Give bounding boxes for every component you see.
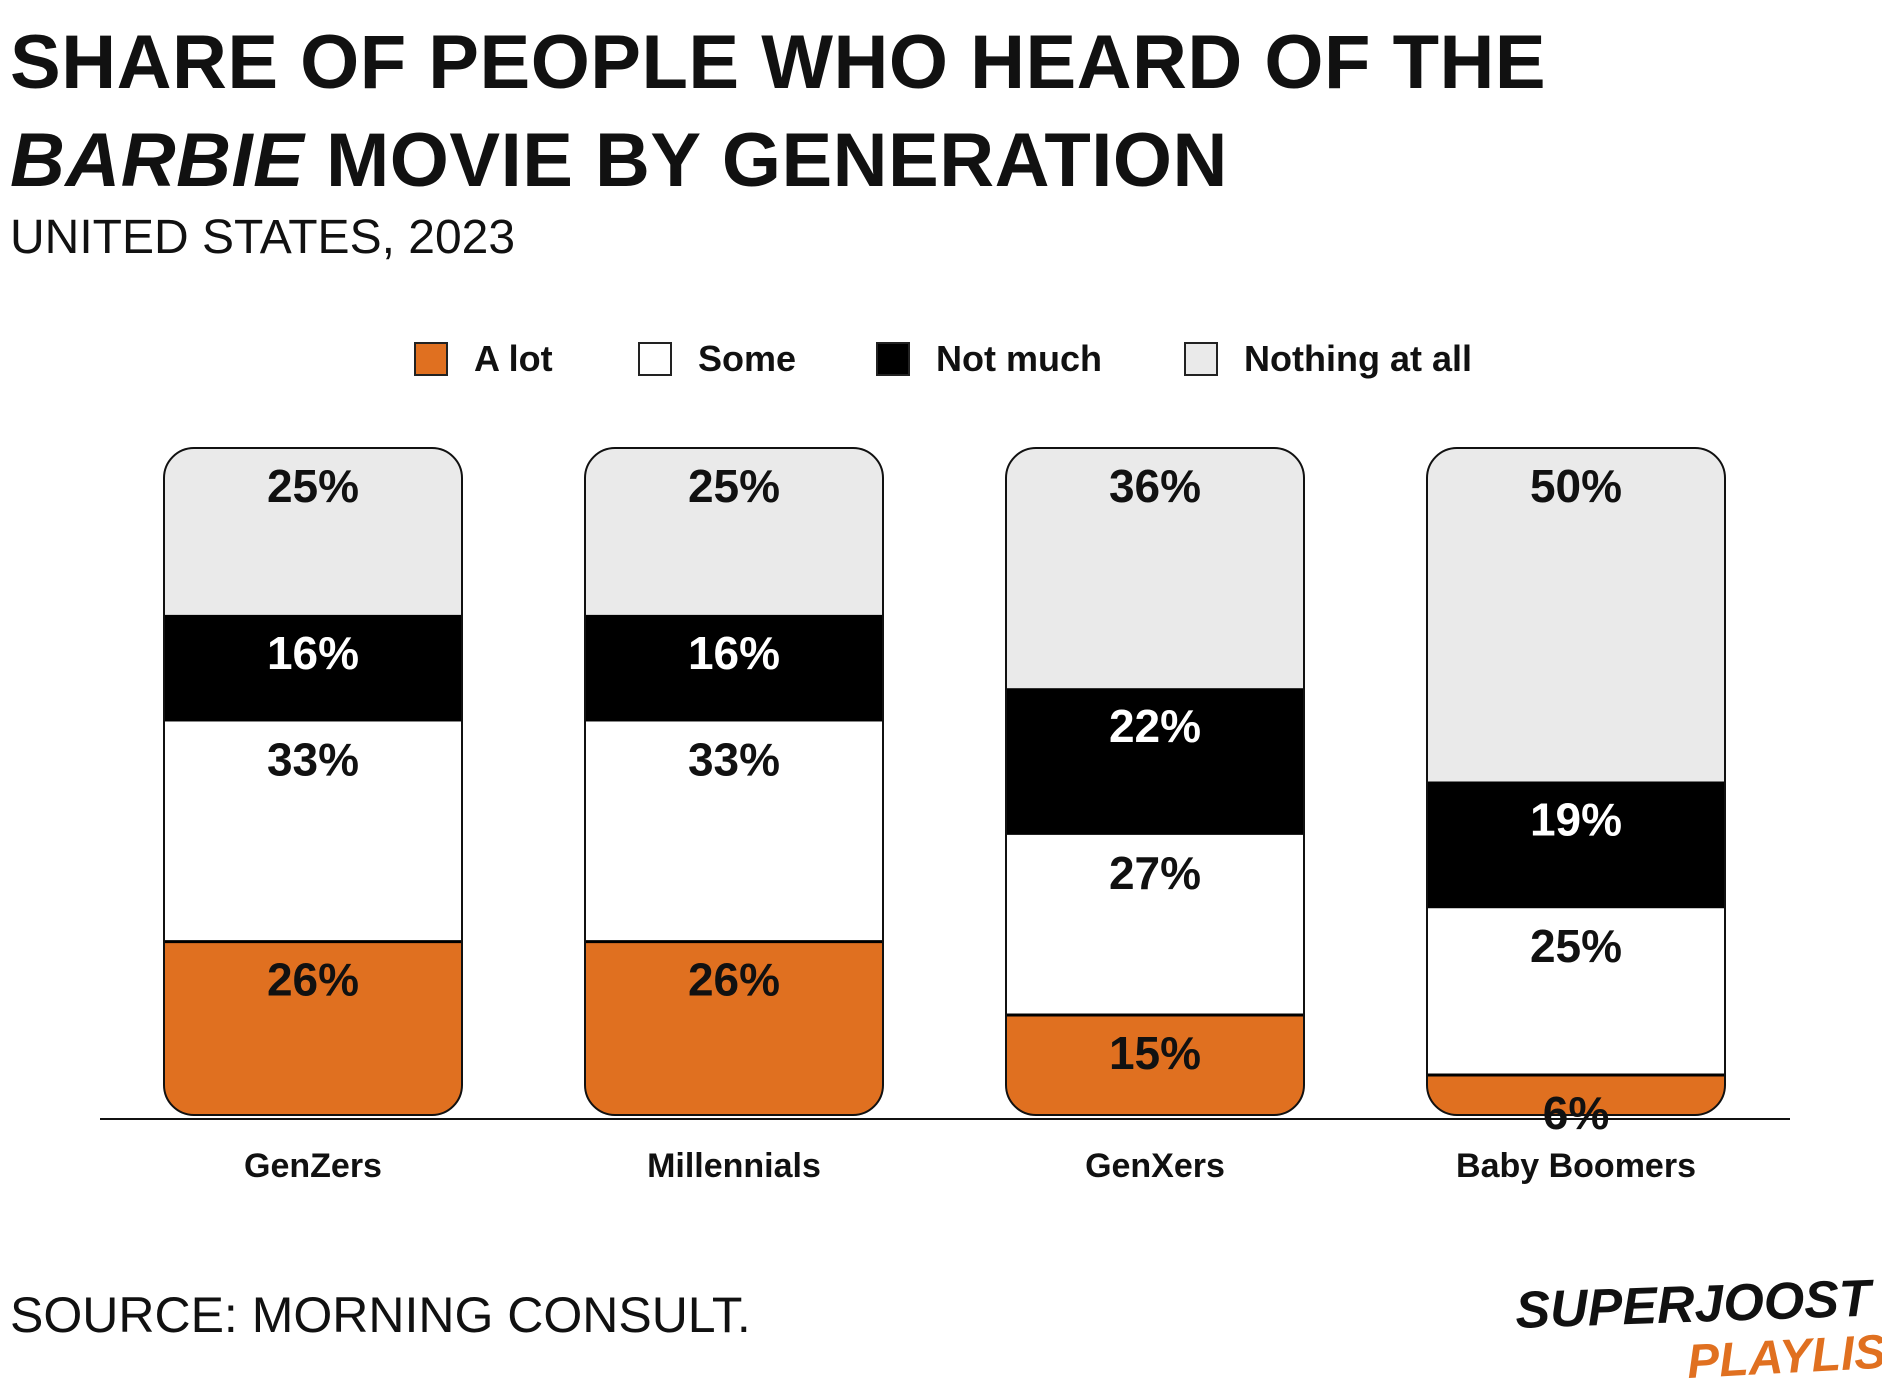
superjoost-playlist-logo: SUPERJOOST PLAYLIST <box>1514 1270 1882 1389</box>
segment-genxers-not-much <box>1006 688 1304 835</box>
bar-outline-genxers <box>1005 447 1305 1116</box>
segment-genxers-a-lot <box>1006 1014 1304 1115</box>
segment-baby-boomers-nothing-at-all <box>1427 448 1725 782</box>
legend-item-nothing-at-all: Nothing at all <box>1184 334 1472 384</box>
legend-swatch-not-much <box>876 342 910 376</box>
legend-label-nothing-at-all: Nothing at all <box>1244 338 1472 379</box>
segment-millennials-not-much <box>585 614 883 722</box>
bar-genzers <box>164 448 462 1115</box>
segment-baby-boomers-not-much <box>1427 781 1725 909</box>
value-label-genzers-nothing-at-all: 25% <box>267 460 359 512</box>
value-label-genzers-some: 33% <box>267 733 359 785</box>
bar-outline-baby-boomers <box>1426 447 1726 1116</box>
category-label-millennials: Millennials <box>647 1147 821 1185</box>
segment-genxers-some <box>1006 834 1304 1015</box>
value-label-baby-boomers-nothing-at-all: 50% <box>1530 460 1622 512</box>
segment-baby-boomers-some <box>1427 908 1725 1075</box>
bar-millennials <box>585 448 883 1115</box>
legend-item-some: Some <box>638 334 796 384</box>
logo-text-playlist: PLAYLIST <box>1686 1324 1882 1389</box>
value-label-genxers-a-lot: 15% <box>1109 1027 1201 1079</box>
title-part-2: MOVIE BY GENERATION <box>304 118 1228 203</box>
value-label-genxers-not-much: 22% <box>1109 700 1201 752</box>
bar-outline-genzers <box>163 447 463 1116</box>
legend-label-not-much: Not much <box>936 338 1102 379</box>
value-label-genxers-some: 27% <box>1109 847 1201 899</box>
stacked-bar-chart: 26% 33% 16% 25% GenZers 26% 33% 16% 25% Millennia… <box>100 447 1790 1185</box>
value-label-millennials-some: 33% <box>688 733 780 785</box>
logo-text-superjoost: SUPERJOOST <box>1514 1270 1875 1340</box>
legend: A lot Some Not much Nothing at all <box>0 334 1884 384</box>
segment-genzers-nothing-at-all <box>164 448 462 615</box>
value-label-baby-boomers-a-lot: 6% <box>1543 1087 1609 1139</box>
segment-genzers-some <box>164 721 462 942</box>
bar-genxers <box>1006 448 1304 1115</box>
legend-label-a-lot: A lot <box>474 338 553 379</box>
legend-item-not-much: Not much <box>876 334 1102 384</box>
value-label-millennials-nothing-at-all: 25% <box>688 460 780 512</box>
value-label-baby-boomers-some: 25% <box>1530 920 1622 972</box>
segment-millennials-a-lot <box>585 941 883 1115</box>
title-part-1: SHARE OF PEOPLE WHO HEARD OF THE <box>10 20 1547 105</box>
value-label-millennials-not-much: 16% <box>688 627 780 679</box>
legend-swatch-nothing-at-all <box>1184 342 1218 376</box>
value-label-genzers-not-much: 16% <box>267 627 359 679</box>
category-label-genzers: GenZers <box>244 1147 382 1185</box>
value-label-genxers-nothing-at-all: 36% <box>1109 460 1201 512</box>
category-label-baby-boomers: Baby Boomers <box>1456 1147 1696 1185</box>
value-label-genzers-a-lot: 26% <box>267 954 359 1006</box>
segment-millennials-some <box>585 721 883 942</box>
segment-genxers-nothing-at-all <box>1006 448 1304 689</box>
segment-millennials-nothing-at-all <box>585 448 883 615</box>
legend-label-some: Some <box>698 338 797 379</box>
value-label-millennials-a-lot: 26% <box>688 954 780 1006</box>
legend-item-a-lot: A lot <box>414 334 553 384</box>
legend-swatch-some <box>638 342 672 376</box>
title-italic: BARBIE <box>10 118 305 203</box>
chart-title: SHARE OF PEOPLE WHO HEARD OF THE BARBIE … <box>10 14 1770 210</box>
source-note: SOURCE: MORNING CONSULT. <box>10 1287 751 1343</box>
segment-genzers-not-much <box>164 614 462 722</box>
bar-baby-boomers <box>1427 448 1725 1115</box>
bar-outline-millennials <box>584 447 884 1116</box>
value-label-baby-boomers-not-much: 19% <box>1530 794 1622 846</box>
segment-baby-boomers-a-lot <box>1427 1074 1725 1115</box>
segment-genzers-a-lot <box>164 941 462 1115</box>
legend-swatch-a-lot <box>414 342 448 376</box>
category-label-genxers: GenXers <box>1085 1147 1225 1185</box>
chart-subtitle: UNITED STATES, 2023 <box>10 211 516 264</box>
